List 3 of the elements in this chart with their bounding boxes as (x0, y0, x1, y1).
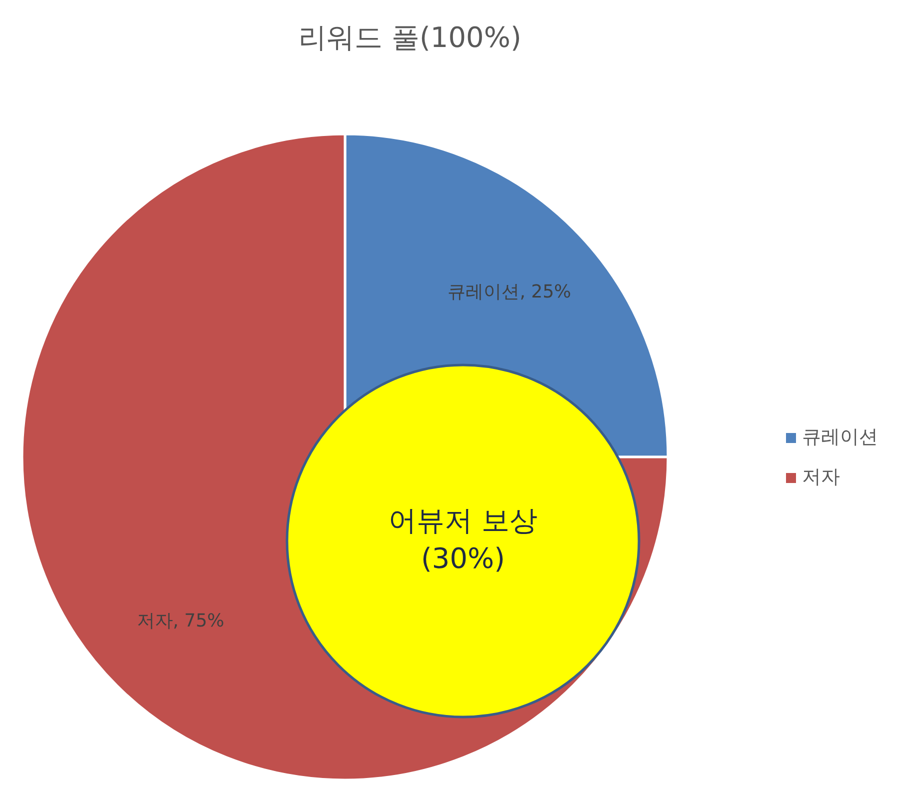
legend-label: 큐레이션 (802, 426, 878, 448)
legend-label: 저자 (802, 466, 840, 488)
title: 리워드 풀(100%) (298, 21, 522, 54)
